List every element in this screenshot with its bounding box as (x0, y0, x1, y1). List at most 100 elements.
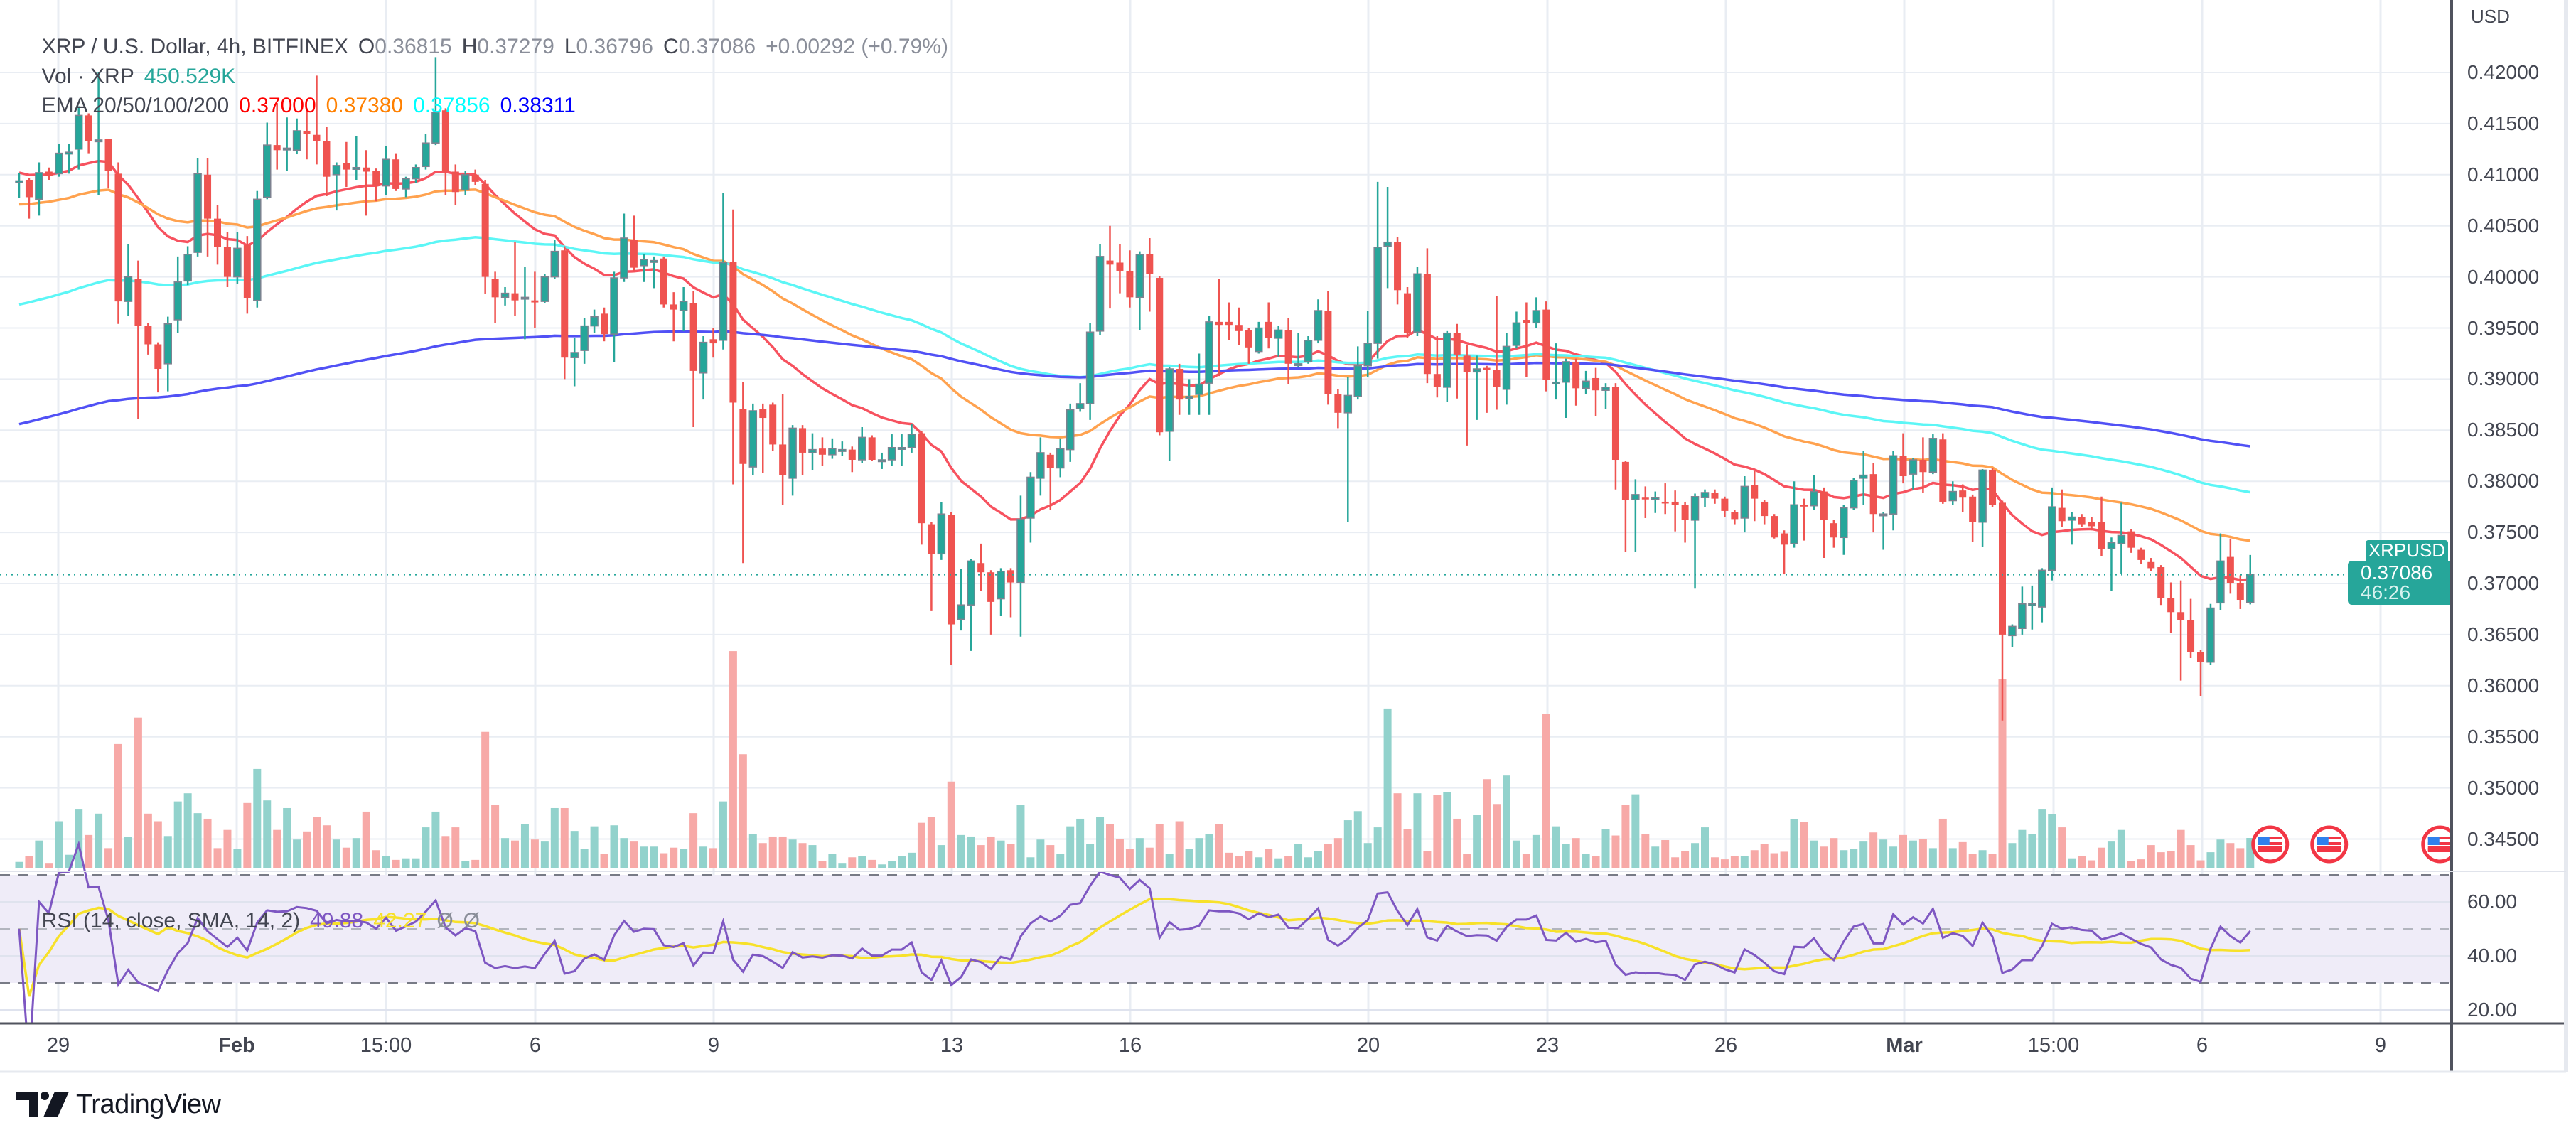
ema-label[interactable]: EMA 20/50/100/200 (41, 94, 230, 117)
event-markers[interactable] (2251, 825, 2457, 864)
time-tick-label: 29 (46, 1034, 70, 1057)
candle (858, 426, 866, 463)
rsi-legend[interactable]: RSI (14, close, SMA, 14, 2) 49.88 42.27 Ø Ø (30, 883, 490, 934)
volume-bar (183, 793, 192, 868)
ema-legend[interactable]: EMA 20/50/100/200 0.37000 0.37380 0.37856 0.… (30, 68, 586, 119)
volume-bar (362, 811, 370, 868)
candle (2226, 538, 2234, 594)
candle (1671, 490, 1679, 532)
volume-bar (1423, 851, 1432, 868)
price-tick-label: 0.41500 (2467, 112, 2540, 134)
candle-body (144, 326, 152, 345)
volume-bar (1185, 849, 1193, 868)
candle (243, 236, 251, 314)
candle-body (1790, 504, 1798, 544)
candle-body (828, 448, 837, 456)
candle-body (1751, 485, 1759, 499)
flag-stripe (2258, 842, 2282, 845)
candle-body (1095, 256, 1105, 332)
volume-bar (1512, 840, 1520, 868)
tradingview-logo[interactable]: TradingView (16, 1090, 221, 1119)
candle (2048, 487, 2056, 581)
us-event-flag-icon[interactable] (2310, 825, 2349, 864)
volume-bar (719, 801, 727, 868)
volume-bar (520, 824, 529, 868)
candle (1156, 276, 1164, 436)
volume-bar (2216, 839, 2225, 868)
candle-body (799, 428, 807, 453)
candle-body (1771, 516, 1778, 538)
candle (1195, 353, 1203, 415)
candle (214, 205, 221, 265)
candle-body (491, 279, 499, 298)
volume-legend[interactable]: Vol · XRP 450.529K (30, 38, 245, 90)
candle (1135, 251, 1144, 330)
candle (1334, 389, 1342, 429)
candle (1661, 483, 1669, 515)
candle-body (1523, 319, 1530, 323)
candle (1601, 383, 1610, 409)
candle (828, 438, 837, 459)
candle-body (550, 250, 559, 278)
symbol-legend[interactable]: XRP / U.S. Dollar, 4h, BITFINEX O0.36815 H… (30, 9, 958, 60)
candle-body (431, 112, 440, 144)
candle-body (441, 110, 449, 172)
candle (928, 522, 935, 611)
volume-bar (868, 859, 876, 868)
price-tick-label: 0.38000 (2467, 470, 2540, 493)
volume-bar (1016, 805, 1025, 868)
candle-body (937, 513, 946, 555)
candle (2236, 575, 2244, 609)
candle (689, 291, 697, 427)
currency-label[interactable]: USD (2471, 6, 2510, 27)
candle (1721, 496, 1729, 517)
us-event-flag-icon[interactable] (2421, 825, 2457, 864)
candle (1830, 520, 1837, 548)
candle (1869, 463, 1877, 533)
candle-body (204, 174, 212, 219)
candle-body (977, 563, 985, 573)
candle (65, 144, 73, 174)
volume-bar (45, 863, 53, 868)
volume-bar (1859, 841, 1868, 868)
candle-body (471, 174, 479, 182)
candle (124, 244, 133, 316)
candle-body (1731, 512, 1739, 520)
candle (1939, 433, 1947, 504)
candle-body (2197, 652, 2204, 662)
price-tick-label: 0.40500 (2467, 214, 2540, 237)
price-tick-label: 0.36500 (2467, 623, 2540, 645)
volume-bar (798, 843, 807, 868)
candle-body (1552, 381, 1560, 384)
rsi-label[interactable]: RSI (14, close, SMA, 14, 2) (41, 909, 301, 932)
candle-body (1016, 518, 1025, 583)
candle-body (1007, 570, 1014, 583)
candle-body (1353, 365, 1362, 397)
candle-body (1840, 507, 1848, 539)
volume-bar (2236, 848, 2245, 868)
volume-bar (1076, 818, 1085, 868)
price-tick-label: 0.37500 (2467, 521, 2540, 544)
candle-body (1026, 476, 1035, 519)
candle-body (1592, 377, 1600, 391)
volume-bar (1958, 841, 1967, 868)
rsi-tick-label: 60.00 (2467, 891, 2518, 913)
candle (719, 193, 728, 350)
volume-label[interactable]: Vol · XRP (41, 65, 134, 88)
symbol-title[interactable]: XRP / U.S. Dollar, 4h, BITFINEX (41, 35, 348, 58)
candle-body (2187, 620, 2195, 652)
price-tick-label: 0.42000 (2467, 61, 2540, 83)
candle (2147, 558, 2155, 571)
candle-body (699, 341, 708, 374)
volume-bar (2098, 847, 2105, 868)
candle (1046, 452, 1054, 510)
volume-bar (888, 861, 896, 868)
volume-bars (15, 651, 2255, 868)
candle-body (1483, 367, 1491, 370)
candle-body (1185, 396, 1193, 399)
candle (1304, 336, 1313, 364)
volume-bar (75, 809, 83, 868)
us-event-flag-icon[interactable] (2251, 825, 2290, 864)
price-tick-label: 0.41000 (2467, 163, 2540, 185)
